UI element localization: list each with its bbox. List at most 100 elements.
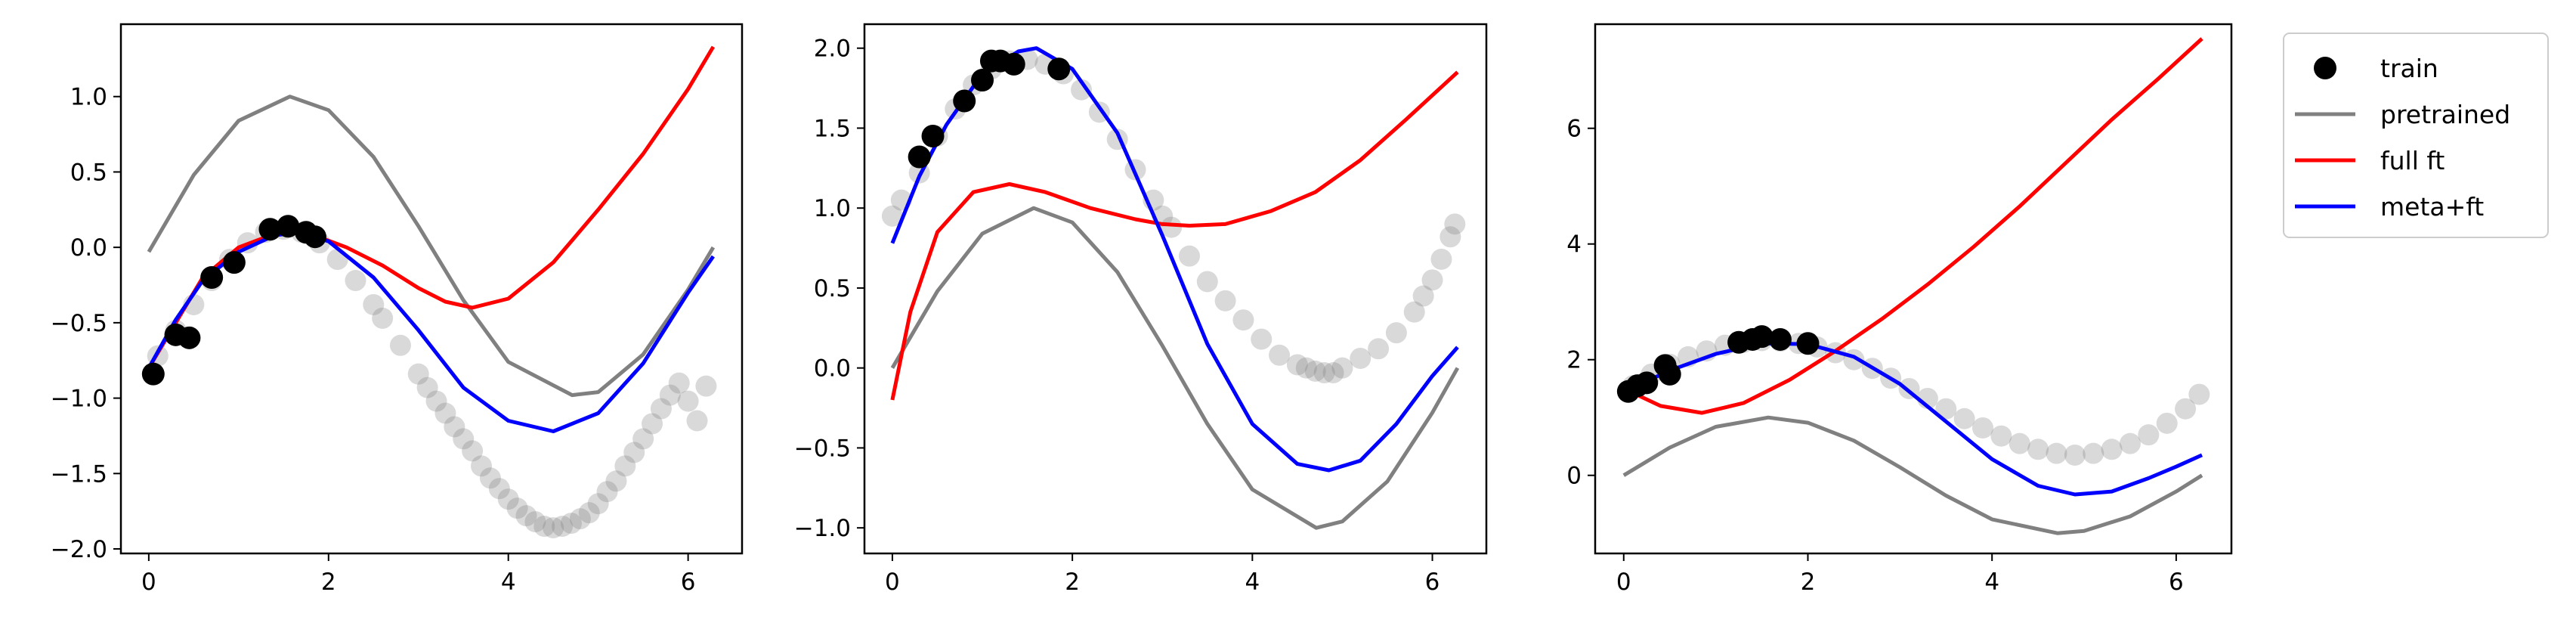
test-point	[372, 307, 394, 329]
train-point	[1768, 327, 1792, 351]
test-point	[1430, 248, 1452, 270]
test-point	[1440, 226, 1461, 248]
test-point	[425, 390, 447, 412]
test-point	[1990, 425, 2012, 447]
test-point	[2119, 432, 2141, 454]
y-tick-label: −1.5	[51, 460, 107, 488]
meta-ft-line	[890, 46, 1459, 473]
y-tick-label: 2	[1566, 347, 1582, 374]
pretrained-line	[147, 95, 716, 398]
x-tick-label: 4	[1984, 569, 1999, 596]
test-point	[677, 390, 699, 412]
test-point	[2083, 442, 2104, 464]
test-point	[578, 502, 600, 524]
y-tick-label: 1.0	[814, 195, 851, 222]
test-point	[1935, 398, 1957, 420]
y-tick-label: −1.0	[51, 386, 107, 413]
train-point	[258, 218, 282, 241]
test-point	[1403, 301, 1425, 323]
test-point	[1313, 362, 1335, 384]
y-tick-label: −0.5	[794, 435, 851, 462]
x-tick-label: 0	[885, 569, 900, 596]
train-point	[1750, 325, 1774, 349]
test-point	[326, 249, 348, 271]
x-tick-label: 4	[501, 569, 516, 596]
test-point	[471, 455, 493, 477]
legend-train-label: train	[2380, 54, 2438, 83]
test-point	[1178, 245, 1200, 267]
x-tick-label: 0	[141, 569, 156, 596]
y-tick-label: 6	[1566, 116, 1582, 143]
test-point	[543, 517, 564, 539]
test-point	[2175, 398, 2197, 420]
test-point	[605, 470, 627, 492]
test-point	[1331, 357, 1353, 379]
test-point	[642, 413, 663, 435]
x-tick-label: 0	[1616, 569, 1631, 596]
test-point	[881, 205, 903, 227]
test-point	[614, 455, 636, 477]
legend-full-ft-label: full ft	[2380, 146, 2445, 175]
y-tick-label: −1.0	[794, 515, 851, 542]
test-point	[1295, 357, 1317, 379]
x-tick-label: 6	[1425, 569, 1440, 596]
train-point	[971, 69, 994, 92]
test-point	[596, 481, 618, 503]
test-point	[560, 513, 582, 535]
train-point	[1002, 52, 1025, 76]
train-point	[1658, 362, 1681, 386]
test-point	[695, 375, 717, 397]
test-point	[1161, 216, 1183, 238]
test-point	[587, 493, 609, 515]
test-point	[416, 377, 438, 398]
chart-panel-right: 0 2 4 6 0 2 4 6	[1566, 23, 2233, 596]
test-point	[1350, 347, 1371, 369]
test-point	[1269, 344, 1291, 366]
full-ft-line	[890, 70, 1459, 401]
test-point	[552, 516, 574, 538]
test-point	[668, 372, 690, 394]
chart-panel-middle: 0 2 4 6 −1.0 −0.5 0.0 0.5 1.0 1.5 2.0	[794, 23, 1488, 596]
x-tick-label: 4	[1245, 569, 1260, 596]
train-point	[921, 125, 945, 148]
chart-panel-left: 0 2 4 6 −2.0 −1.5 −1.0 −0.5 0.0 0.5 1.0	[51, 23, 744, 596]
train-point	[908, 145, 931, 169]
axes-frame	[119, 23, 744, 555]
meta-ft-line	[1622, 341, 2203, 497]
axes-frame	[863, 23, 1488, 555]
test-point	[407, 363, 429, 385]
test-point	[2064, 444, 2086, 466]
test-point	[659, 384, 681, 406]
test-point	[2156, 412, 2178, 434]
train-point	[1796, 332, 1820, 355]
test-point	[1421, 269, 1443, 291]
x-tick-label: 2	[1065, 569, 1080, 596]
y-tick-label: 1.5	[814, 115, 851, 142]
test-point	[1214, 290, 1236, 312]
test-point	[632, 428, 654, 450]
test-point	[686, 410, 708, 432]
test-point	[479, 467, 501, 489]
train-point	[178, 326, 201, 349]
train-point	[141, 362, 165, 386]
test-point	[1286, 354, 1308, 376]
test-point	[2188, 383, 2210, 405]
test-point	[1251, 328, 1273, 350]
legend-meta-ft-label: meta+ft	[2380, 192, 2484, 222]
test-point	[1322, 362, 1344, 384]
test-point	[497, 488, 519, 510]
test-point	[1971, 417, 1993, 439]
full-ft-line	[1622, 37, 2203, 415]
test-point	[533, 516, 555, 538]
test-point	[2138, 424, 2160, 446]
y-tick-label: 0	[1566, 463, 1582, 490]
test-point	[623, 442, 645, 463]
legend: train pretrained full ft meta+ft	[2283, 33, 2549, 238]
test-point	[389, 334, 411, 356]
test-point	[650, 398, 672, 420]
legend-train-marker	[2314, 57, 2336, 79]
test-point	[453, 428, 475, 450]
test-point	[1304, 360, 1326, 382]
